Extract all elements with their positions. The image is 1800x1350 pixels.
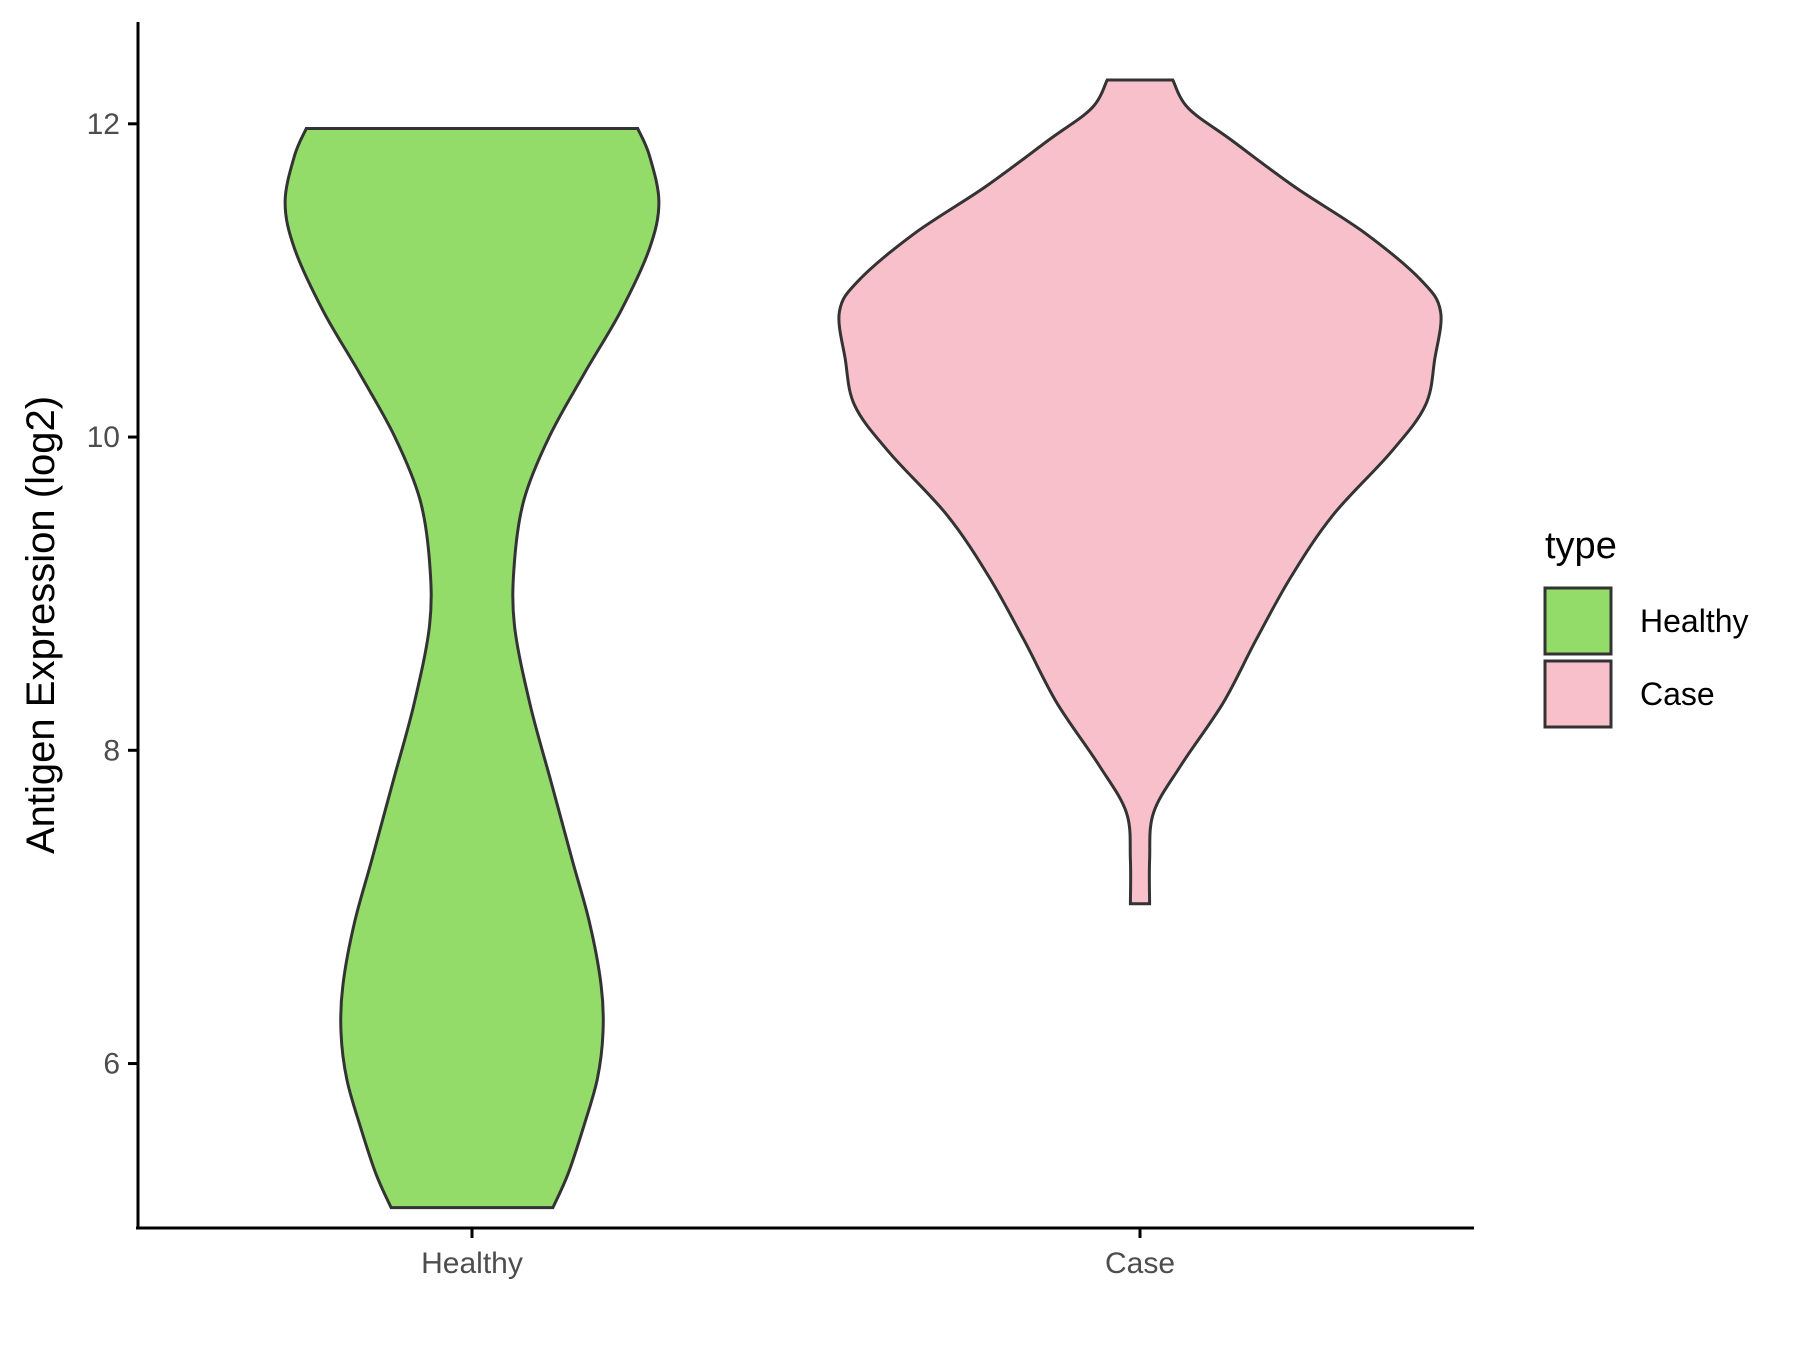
legend-title: type <box>1545 525 1617 567</box>
y-tick-label: 8 <box>103 734 120 767</box>
legend-label-case: Case <box>1640 676 1715 712</box>
y-tick-label: 10 <box>87 421 120 454</box>
x-tick-label: Case <box>1105 1247 1175 1280</box>
legend-key-case <box>1543 659 1613 729</box>
y-axis-ticks: 6 8 10 12 <box>87 108 138 1081</box>
y-tick-label: 6 <box>103 1048 120 1081</box>
violin-case <box>837 78 1443 906</box>
legend-label-healthy: Healthy <box>1640 603 1749 639</box>
violin-layer <box>283 78 1443 1210</box>
violin-healthy <box>283 127 661 1210</box>
y-axis-title: Antigen Expression (log2) <box>19 396 63 854</box>
legend-key-healthy <box>1543 586 1613 656</box>
x-tick-label: Healthy <box>421 1247 523 1280</box>
legend: type Healthy Case <box>1543 525 1749 729</box>
x-axis-ticks: Healthy Case <box>421 1228 1175 1280</box>
y-tick-label: 12 <box>87 108 120 141</box>
